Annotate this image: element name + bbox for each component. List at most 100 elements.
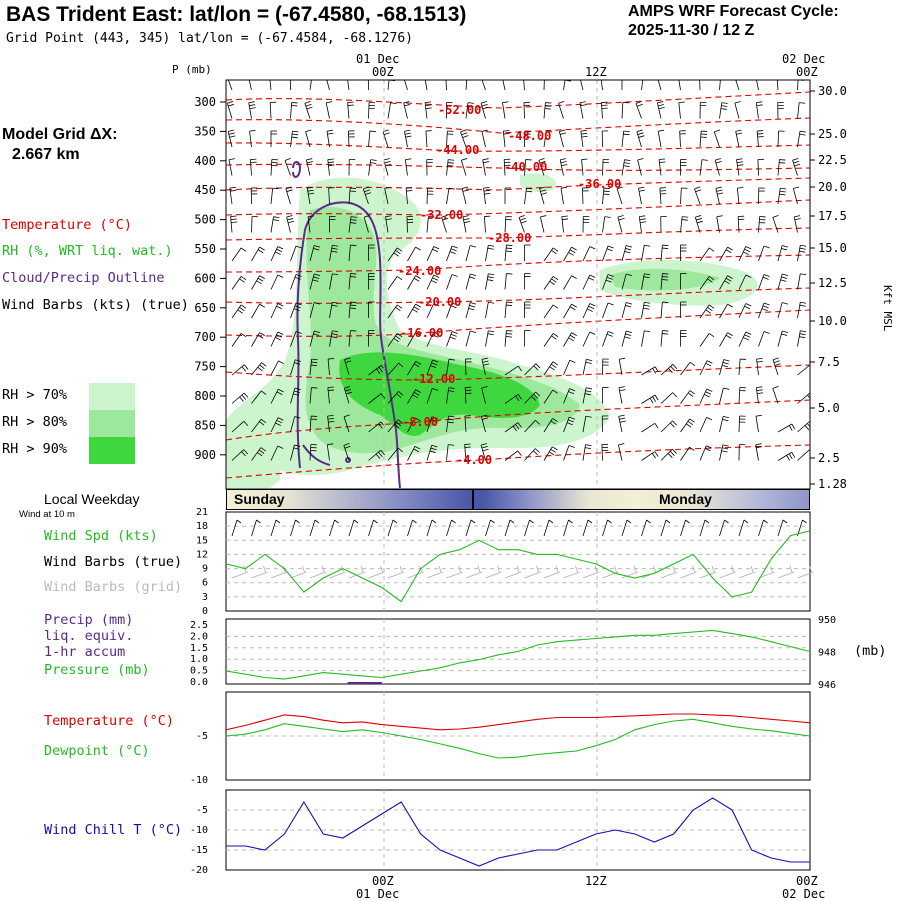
height-tick-label: 17.5 [818,209,847,223]
wind-barb [250,159,256,175]
wind-barb [348,102,354,118]
wind-barb [739,388,746,404]
wind-barb [447,246,458,261]
temperature-contour-label: -32.00 [420,208,463,222]
pressure-tick-label: 650 [194,301,216,315]
wind-barb [739,332,751,347]
wind-barb [619,415,626,432]
wind-barb [271,160,278,176]
wind-barb [325,73,332,90]
pressure-tick-label: 300 [194,95,216,109]
wind-barb [486,274,495,290]
wind-barb [778,246,788,261]
wind-barb [778,274,788,289]
wind-barb [734,73,742,90]
wind-barb [736,159,743,176]
wind-barb [305,101,313,118]
wind-barb [540,216,546,233]
wind-barb [619,387,625,404]
wind-barb [326,102,332,119]
wind-barb [232,248,246,261]
wind-barb [369,160,377,176]
wind-barb [681,217,689,233]
label-dewpoint: Dewpoint (°C) [44,743,150,759]
wind-barb [252,363,267,375]
wind-barb [227,101,234,118]
pressure-tick-label: 350 [194,124,216,138]
wind-barb [483,159,489,176]
wind-barb [720,333,733,347]
wind-barb [480,73,487,90]
wind-barb [773,215,779,232]
wind-barb [619,358,625,375]
wind-barb [798,450,814,461]
wind-barb [271,131,277,147]
wind-barb [544,248,558,261]
wind-barb [544,74,551,90]
wind-barb [798,74,805,90]
wind-barb [562,216,568,233]
wind-barb [739,246,751,261]
wind-barb [642,331,651,347]
wind-barb [778,102,784,118]
wind-barb [695,215,702,232]
label-wind-barbs-grid: Wind Barbs (grid) [44,579,182,595]
wind-barb [720,247,733,261]
wind-barb [642,74,650,90]
wind-barb [678,73,685,90]
wind-barb [739,303,751,318]
bottom-time-2: 12Z [585,874,607,888]
wind-barb [715,158,722,175]
wind-barb [581,130,588,147]
wind-barb [794,216,800,233]
wind-barb [603,388,609,404]
wind-barb [250,130,256,147]
wind-barb [681,160,687,176]
wind-barb [328,159,335,176]
wind-barb [564,74,572,90]
wind-barb [755,73,761,90]
wind-barb [759,217,766,233]
wind-barb [793,158,801,175]
wind-barb [232,276,246,289]
wind-barb [661,216,667,232]
label-precip: Precip (mm) [44,612,133,628]
wind-barb [714,130,720,147]
temperature-contour-label: -28.00 [488,231,531,245]
wind-barb [735,101,741,118]
temperature-contour-label: -40.00 [504,160,547,174]
wind-barb [505,331,512,347]
wind-barb [758,159,764,175]
wind-barb [249,102,256,119]
bottom-time-1: 00Z [372,874,394,888]
wind-barb [466,246,476,261]
wind-barb [583,303,595,318]
wind-barb [622,331,632,346]
wind-barb [481,101,488,118]
wind-barb [310,74,318,90]
pressure-tick-label: 600 [194,271,216,285]
wind-barb [561,187,567,204]
wind-barb [700,389,712,404]
wind-barb [773,386,779,403]
wind-barb [661,302,668,318]
wind-barb [759,331,770,346]
wind-barb [369,103,376,119]
wind-barb [466,274,476,289]
wind-barb [525,245,531,261]
wind-barb [637,130,644,147]
wind-barb [759,188,765,204]
weekday-sunday: Sunday [234,491,285,507]
wind-barb [525,331,531,347]
wind-barb [251,188,257,204]
wind-barb [602,131,608,147]
wind-barb [603,331,614,346]
height-tick-label: 22.5 [818,153,847,167]
wind-barb [603,217,611,233]
wind-barb [505,451,521,461]
wind-barb [544,103,551,119]
wind-barb [544,447,557,461]
wind-barb [505,188,511,204]
wind-barb [618,215,625,232]
wind-barb [582,159,588,175]
